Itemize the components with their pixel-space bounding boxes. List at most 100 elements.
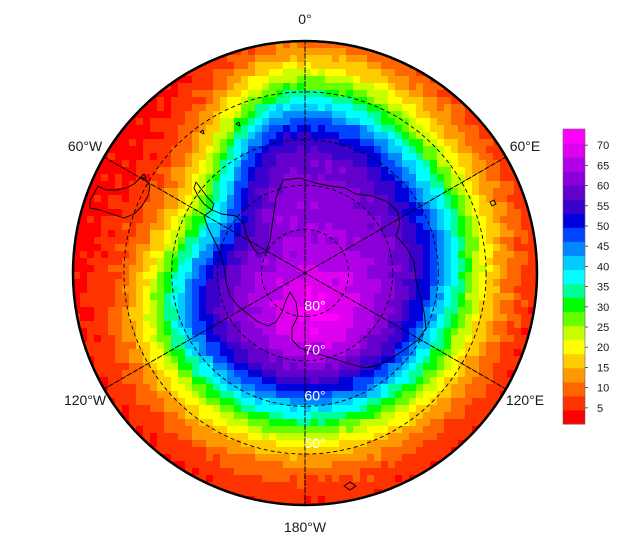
field-cell	[192, 391, 200, 399]
field-cell	[444, 160, 452, 168]
field-cell	[346, 286, 354, 294]
field-cell	[269, 111, 277, 119]
field-cell	[416, 125, 424, 133]
field-cell	[465, 160, 473, 168]
field-cell	[444, 335, 452, 343]
field-cell	[164, 286, 172, 294]
field-cell	[367, 125, 375, 133]
field-cell	[129, 286, 137, 294]
field-cell	[234, 244, 242, 252]
field-cell	[472, 230, 480, 238]
field-cell	[199, 440, 207, 448]
field-cell	[486, 265, 494, 273]
field-cell	[290, 188, 298, 196]
field-cell	[269, 349, 277, 357]
field-cell	[206, 251, 214, 259]
field-cell	[304, 223, 312, 231]
field-cell	[507, 237, 515, 245]
field-cell	[178, 118, 186, 126]
field-cell	[458, 370, 466, 378]
longitude-label: 60°E	[510, 138, 541, 154]
field-cell	[332, 76, 340, 84]
field-cell	[325, 363, 333, 371]
field-cell	[136, 377, 144, 385]
field-cell	[311, 489, 319, 497]
field-cell	[122, 181, 130, 189]
field-cell	[290, 111, 298, 119]
field-cell	[178, 209, 186, 217]
field-cell	[402, 300, 410, 308]
field-cell	[360, 237, 368, 245]
field-cell	[80, 328, 88, 336]
field-cell	[451, 279, 459, 287]
field-cell	[339, 132, 347, 140]
field-cell	[423, 90, 431, 98]
field-cell	[171, 272, 179, 280]
field-cell	[269, 146, 277, 154]
field-cell	[248, 391, 256, 399]
field-cell	[157, 412, 165, 420]
field-cell	[423, 328, 431, 336]
field-cell	[528, 258, 536, 266]
field-cell	[402, 111, 410, 119]
field-cell	[199, 97, 207, 105]
field-cell	[297, 83, 305, 91]
field-cell	[332, 62, 340, 70]
field-cell	[381, 202, 389, 210]
field-cell	[283, 398, 291, 406]
field-cell	[185, 412, 193, 420]
field-cell	[178, 328, 186, 336]
field-cell	[402, 76, 410, 84]
field-cell	[164, 223, 172, 231]
field-cell	[290, 90, 298, 98]
longitude-label: 120°W	[64, 392, 107, 408]
field-cell	[332, 398, 340, 406]
field-cell	[227, 328, 235, 336]
field-cell	[493, 377, 501, 385]
field-cell	[374, 97, 382, 105]
field-cell	[171, 391, 179, 399]
field-cell	[402, 223, 410, 231]
field-cell	[115, 230, 123, 238]
field-cell	[486, 237, 494, 245]
field-cell	[150, 412, 158, 420]
field-cell	[115, 160, 123, 168]
field-cell	[143, 391, 151, 399]
field-cell	[500, 335, 508, 343]
field-cell	[129, 167, 137, 175]
field-cell	[423, 153, 431, 161]
field-cell	[150, 454, 158, 462]
field-cell	[507, 356, 515, 364]
field-cell	[374, 83, 382, 91]
field-cell	[171, 251, 179, 259]
field-cell	[367, 216, 375, 224]
field-cell	[423, 426, 431, 434]
field-cell	[87, 342, 95, 350]
field-cell	[192, 342, 200, 350]
field-cell	[157, 391, 165, 399]
field-cell	[339, 475, 347, 483]
field-cell	[164, 321, 172, 329]
field-cell	[87, 314, 95, 322]
field-cell	[297, 62, 305, 70]
field-cell	[234, 370, 242, 378]
field-cell	[213, 237, 221, 245]
field-cell	[430, 272, 438, 280]
field-cell	[283, 174, 291, 182]
field-cell	[339, 174, 347, 182]
field-cell	[80, 230, 88, 238]
field-cell	[248, 97, 256, 105]
field-cell	[157, 370, 165, 378]
field-cell	[339, 202, 347, 210]
field-cell	[199, 349, 207, 357]
field-cell	[444, 272, 452, 280]
field-cell	[248, 188, 256, 196]
field-cell	[157, 426, 165, 434]
field-cell	[465, 244, 473, 252]
field-cell	[430, 384, 438, 392]
field-cell	[122, 286, 130, 294]
field-cell	[367, 167, 375, 175]
field-cell	[213, 398, 221, 406]
field-cell	[381, 244, 389, 252]
